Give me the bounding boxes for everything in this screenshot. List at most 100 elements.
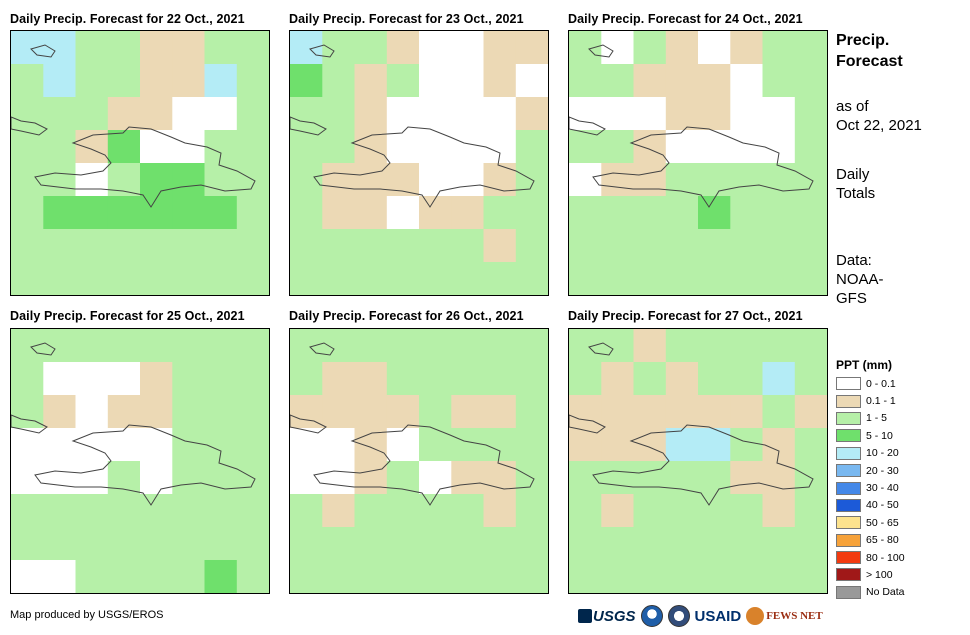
precip-cell <box>322 329 356 363</box>
precip-cell <box>601 31 635 65</box>
precip-cell <box>451 64 485 98</box>
precip-cell <box>601 64 635 98</box>
precip-cell <box>451 395 485 429</box>
precip-cell <box>11 196 44 230</box>
legend-swatch <box>836 411 861 425</box>
precip-cell <box>451 428 485 462</box>
precip-cell <box>419 64 452 98</box>
precip-cell <box>601 130 635 164</box>
precip-cell <box>794 196 827 230</box>
legend-swatch <box>836 568 861 582</box>
precip-cell <box>204 163 238 197</box>
forecast-map-oct-22 <box>10 30 270 296</box>
precip-cell <box>43 64 77 98</box>
precip-cell <box>43 262 77 295</box>
precip-cell <box>107 362 141 396</box>
precip-cell <box>794 527 827 561</box>
precip-cell <box>11 494 44 528</box>
precip-cell <box>698 97 731 131</box>
precip-cell <box>386 31 420 65</box>
precip-cell <box>569 362 602 396</box>
precip-cell <box>451 527 485 561</box>
precip-cell <box>172 262 206 295</box>
precip-cell <box>794 428 827 462</box>
precip-cell <box>665 130 699 164</box>
legend-item: 30 - 40 <box>836 479 905 496</box>
island-outline <box>309 342 335 356</box>
precip-cell <box>665 428 699 462</box>
panel-title-oct-22: Daily Precip. Forecast for 22 Oct., 2021 <box>10 12 245 26</box>
precip-cell <box>633 362 667 396</box>
legend-swatch <box>836 498 861 512</box>
precip-cell <box>633 262 667 295</box>
precip-grid-oct-22 <box>11 31 269 295</box>
precip-cell <box>43 130 77 164</box>
precip-cell <box>75 229 109 263</box>
precip-cell <box>601 229 635 263</box>
data-source-line2: NOAA- <box>836 271 884 288</box>
precip-cell <box>290 262 323 295</box>
precip-cell <box>11 461 44 495</box>
precip-cell <box>601 395 635 429</box>
cuba-outline <box>569 116 606 136</box>
precip-cell <box>419 494 452 528</box>
legend-item: 80 - 100 <box>836 549 905 566</box>
precip-cell <box>762 130 796 164</box>
precip-cell <box>354 395 388 429</box>
cuba-outline <box>11 414 48 434</box>
precip-cell <box>322 163 356 197</box>
precip-cell <box>762 97 796 131</box>
seal-logo <box>667 605 690 627</box>
precip-cell <box>730 329 764 363</box>
precip-cell <box>698 527 731 561</box>
precip-cell <box>730 163 764 197</box>
precip-cell <box>698 130 731 164</box>
precip-cell <box>75 196 109 230</box>
precip-cell <box>290 428 323 462</box>
precip-cell <box>762 163 796 197</box>
precip-cell <box>794 329 827 363</box>
precip-cell <box>75 97 109 131</box>
legend-label: 0 - 0.1 <box>866 377 896 390</box>
precip-cell <box>762 31 796 65</box>
legend-label: > 100 <box>866 568 893 581</box>
precip-cell <box>665 395 699 429</box>
precip-cell <box>569 461 602 495</box>
precip-cell <box>290 362 323 396</box>
precip-cell <box>107 262 141 295</box>
precip-cell <box>698 31 731 65</box>
precip-cell <box>451 130 485 164</box>
island-outline <box>588 342 614 356</box>
precip-cell <box>11 362 44 396</box>
precip-cell <box>794 262 827 295</box>
precip-cell <box>794 560 827 593</box>
precip-cell <box>794 97 827 131</box>
precip-cell <box>75 64 109 98</box>
precip-cell <box>762 64 796 98</box>
precip-cell <box>107 428 141 462</box>
precip-cell <box>172 362 206 396</box>
legend-swatch <box>836 429 861 443</box>
precip-cell <box>290 329 323 363</box>
precip-cell <box>730 560 764 593</box>
map-heading-line1: Precip. <box>836 32 890 49</box>
precip-cell <box>204 494 238 528</box>
legend-swatch <box>836 481 861 495</box>
precip-cell <box>204 395 238 429</box>
precip-cell <box>236 428 269 462</box>
hispaniola-outline <box>34 126 256 208</box>
precip-cell <box>633 229 667 263</box>
precip-cell <box>515 229 548 263</box>
cuba-outline <box>569 414 606 434</box>
precip-cell <box>75 262 109 295</box>
precip-grid-oct-24 <box>569 31 827 295</box>
cuba-outline <box>290 414 327 434</box>
precip-cell <box>762 329 796 363</box>
precip-cell <box>43 461 77 495</box>
precip-cell <box>354 31 388 65</box>
precip-cell <box>290 130 323 164</box>
precip-cell <box>483 560 517 593</box>
daily-totals-line2: Totals <box>836 185 876 202</box>
precip-cell <box>107 527 141 561</box>
precip-cell <box>419 130 452 164</box>
